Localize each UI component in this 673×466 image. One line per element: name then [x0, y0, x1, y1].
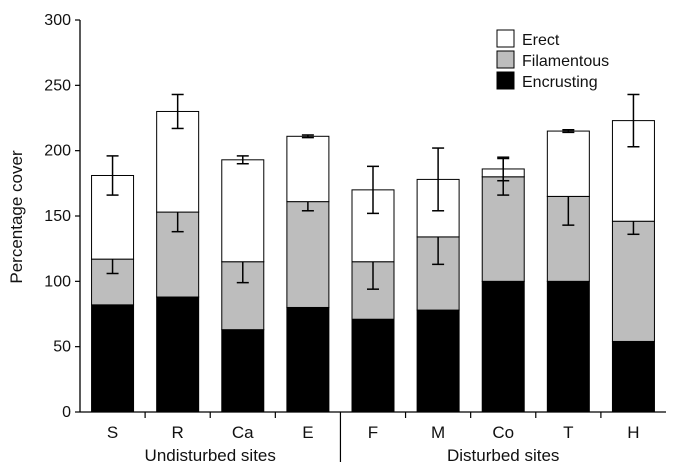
group-label: Undisturbed sites — [145, 446, 276, 465]
group-label: Disturbed sites — [447, 446, 559, 465]
error-bar — [562, 129, 575, 134]
error-bar — [236, 155, 249, 165]
legend-label: Erect — [522, 32, 560, 49]
x-tick-label: R — [172, 423, 184, 442]
x-tick-label: E — [302, 423, 313, 442]
legend-label: Encrusting — [522, 74, 598, 91]
bar-erect — [286, 135, 330, 203]
bar-erect — [546, 130, 590, 197]
legend: Erect Filamentous Encrusting — [496, 29, 609, 91]
bar-encrusting — [481, 280, 525, 413]
error-bar — [301, 134, 314, 139]
bar-encrusting — [416, 309, 460, 413]
x-tick-label: T — [563, 423, 573, 442]
error-bar — [106, 155, 119, 196]
legend-swatch — [496, 29, 515, 48]
x-tick-label: Co — [492, 423, 514, 442]
x-tick-label: S — [107, 423, 118, 442]
bar-filamentous — [286, 201, 330, 308]
x-tick-label: M — [431, 423, 445, 442]
bar-erect — [221, 159, 265, 263]
y-tick-label: 100 — [44, 273, 71, 290]
y-tick-label: 250 — [44, 77, 71, 94]
legend-label: Filamentous — [522, 53, 609, 70]
y-tick-label: 300 — [44, 12, 71, 29]
error-bar — [171, 93, 184, 130]
bar-encrusting — [91, 304, 135, 413]
y-tick-label: 50 — [53, 339, 71, 356]
x-tick-label: H — [627, 423, 639, 442]
error-bar — [432, 147, 445, 212]
bar-filamentous — [611, 220, 655, 342]
y-tick-label: 0 — [62, 404, 71, 421]
bar-encrusting — [286, 306, 330, 413]
error-bar — [367, 165, 379, 215]
error-bar — [627, 93, 640, 148]
y-tick-label: 200 — [44, 143, 71, 160]
bar-encrusting — [351, 318, 395, 413]
y-axis-label: Percentage cover — [7, 150, 26, 284]
y-tick-label: 150 — [44, 208, 71, 225]
axes: 0 50 100 150 200 250 300 S R Ca E F M Co T H Undisturbed… — [44, 12, 666, 465]
legend-swatch — [496, 50, 515, 69]
x-tick-label: F — [368, 423, 378, 442]
error-bar — [497, 156, 510, 182]
bars — [91, 93, 655, 413]
x-tick-label: Ca — [232, 423, 254, 442]
bar-encrusting — [546, 280, 590, 413]
legend-swatch — [496, 71, 515, 90]
